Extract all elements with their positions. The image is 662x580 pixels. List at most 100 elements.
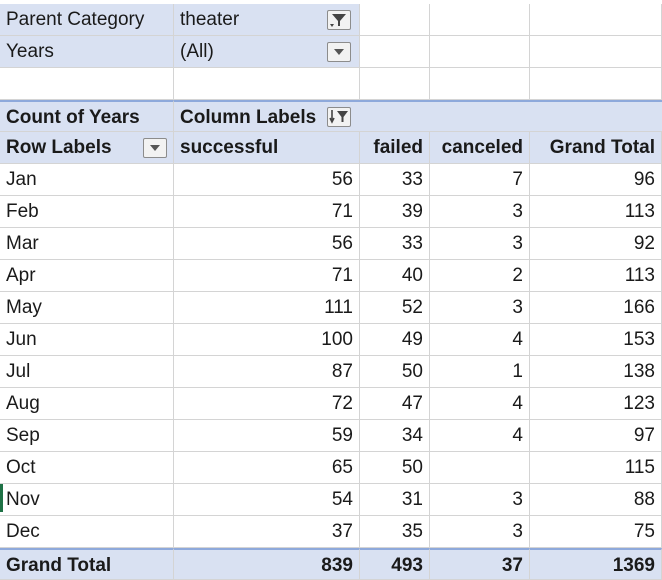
table-row: Apr 71 40 2 113 [0, 260, 662, 292]
cell-failed: 34 [360, 420, 430, 452]
row-label: Mar [0, 228, 174, 260]
header-row-2: Row Labels successful failed canceled Gr… [0, 132, 662, 164]
row-labels-text: Row Labels [6, 137, 112, 158]
cell-canceled: 3 [430, 516, 530, 548]
cell-failed: 39 [360, 196, 430, 228]
empty-cell [430, 4, 530, 36]
cell-failed: 33 [360, 228, 430, 260]
empty-cell [360, 68, 430, 100]
row-label: Oct [0, 452, 174, 484]
cell-canceled: 1 [430, 356, 530, 388]
filter-label-years: Years [0, 36, 174, 68]
filter-applied-icon[interactable] [327, 10, 351, 30]
table-row: May 111 52 3 166 [0, 292, 662, 324]
cell-total: 115 [530, 452, 662, 484]
filter-value-parent-category: theater [174, 4, 360, 36]
row-label: Apr [0, 260, 174, 292]
table-row: Jun 100 49 4 153 [0, 324, 662, 356]
column-header-grand-total: Grand Total [530, 132, 662, 164]
table-row: Nov 54 31 3 88 [0, 484, 662, 516]
table-row: Jan 56 33 7 96 [0, 164, 662, 196]
sort-filter-icon[interactable] [327, 107, 351, 127]
row-label: Aug [0, 388, 174, 420]
table-row: Dec 37 35 3 75 [0, 516, 662, 548]
cell-canceled: 3 [430, 484, 530, 516]
cell-total: 97 [530, 420, 662, 452]
table-row: Sep 59 34 4 97 [0, 420, 662, 452]
cell-successful: 87 [174, 356, 360, 388]
row-label: Dec [0, 516, 174, 548]
cell-canceled: 4 [430, 388, 530, 420]
table-row: Feb 71 39 3 113 [0, 196, 662, 228]
filter-value-years: (All) [174, 36, 360, 68]
cell-failed: 35 [360, 516, 430, 548]
column-header-canceled: canceled [430, 132, 530, 164]
header-row-1: Count of Years Column Labels [0, 100, 662, 132]
cell-total: 75 [530, 516, 662, 548]
grand-total-row: Grand Total 839 493 37 1369 [0, 548, 662, 580]
cell-successful: 65 [174, 452, 360, 484]
row-label: Jun [0, 324, 174, 356]
cell-total: 153 [530, 324, 662, 356]
cell-failed: 31 [360, 484, 430, 516]
cell-total: 166 [530, 292, 662, 324]
table-row: Oct 65 50 115 [0, 452, 662, 484]
cell-successful: 59 [174, 420, 360, 452]
cell-failed: 40 [360, 260, 430, 292]
cell-successful: 71 [174, 196, 360, 228]
chevron-down-icon[interactable] [327, 42, 351, 62]
filter-label-parent-category: Parent Category [0, 4, 174, 36]
cell-failed: 52 [360, 292, 430, 324]
cell-canceled: 2 [430, 260, 530, 292]
blank-row [0, 68, 662, 100]
table-row: Jul 87 50 1 138 [0, 356, 662, 388]
table-row: Aug 72 47 4 123 [0, 388, 662, 420]
cell-total: 96 [530, 164, 662, 196]
grand-total-total: 1369 [530, 548, 662, 580]
empty-cell [174, 68, 360, 100]
empty-cell [0, 68, 174, 100]
cell-failed: 33 [360, 164, 430, 196]
chevron-down-icon[interactable] [143, 138, 167, 158]
cell-failed: 47 [360, 388, 430, 420]
cell-canceled: 3 [430, 292, 530, 324]
cell-successful: 111 [174, 292, 360, 324]
cell-total: 88 [530, 484, 662, 516]
row-label: Jan [0, 164, 174, 196]
row-label: Sep [0, 420, 174, 452]
cell-failed: 50 [360, 356, 430, 388]
row-labels-header: Row Labels [0, 132, 174, 164]
empty-cell [360, 36, 430, 68]
cell-successful: 72 [174, 388, 360, 420]
filter-value-text: (All) [180, 41, 214, 62]
grand-total-failed: 493 [360, 548, 430, 580]
grand-total-label: Grand Total [0, 548, 174, 580]
selection-indicator [0, 484, 3, 512]
cell-canceled: 4 [430, 420, 530, 452]
filter-value-text: theater [180, 9, 240, 30]
empty-cell [430, 36, 530, 68]
row-label: Feb [0, 196, 174, 228]
cell-failed: 49 [360, 324, 430, 356]
cell-canceled: 3 [430, 228, 530, 260]
empty-cell [530, 4, 662, 36]
cell-total: 113 [530, 260, 662, 292]
empty-cell [430, 68, 530, 100]
column-labels-header: Column Labels [174, 100, 662, 132]
grand-total-successful: 839 [174, 548, 360, 580]
grand-total-canceled: 37 [430, 548, 530, 580]
cell-canceled: 4 [430, 324, 530, 356]
filter-row-parent-category: Parent Category theater [0, 4, 662, 36]
row-label: May [0, 292, 174, 324]
empty-cell [530, 36, 662, 68]
cell-total: 138 [530, 356, 662, 388]
values-label: Count of Years [0, 100, 174, 132]
cell-canceled [430, 452, 530, 484]
empty-cell [360, 4, 430, 36]
cell-successful: 37 [174, 516, 360, 548]
cell-successful: 56 [174, 228, 360, 260]
cell-failed: 50 [360, 452, 430, 484]
column-header-failed: failed [360, 132, 430, 164]
cell-successful: 100 [174, 324, 360, 356]
cell-total: 123 [530, 388, 662, 420]
